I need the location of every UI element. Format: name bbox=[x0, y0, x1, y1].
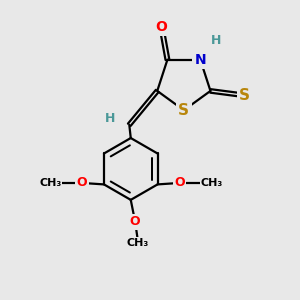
Text: N: N bbox=[194, 52, 206, 67]
Text: CH₃: CH₃ bbox=[200, 178, 223, 188]
Text: H: H bbox=[105, 112, 115, 125]
Text: CH₃: CH₃ bbox=[127, 238, 149, 248]
Text: S: S bbox=[239, 88, 250, 103]
Text: O: O bbox=[130, 215, 140, 228]
Text: O: O bbox=[76, 176, 87, 189]
Text: O: O bbox=[174, 176, 185, 189]
Text: S: S bbox=[178, 103, 189, 118]
Text: H: H bbox=[211, 34, 222, 47]
Text: CH₃: CH₃ bbox=[39, 178, 61, 188]
Text: O: O bbox=[156, 20, 167, 34]
